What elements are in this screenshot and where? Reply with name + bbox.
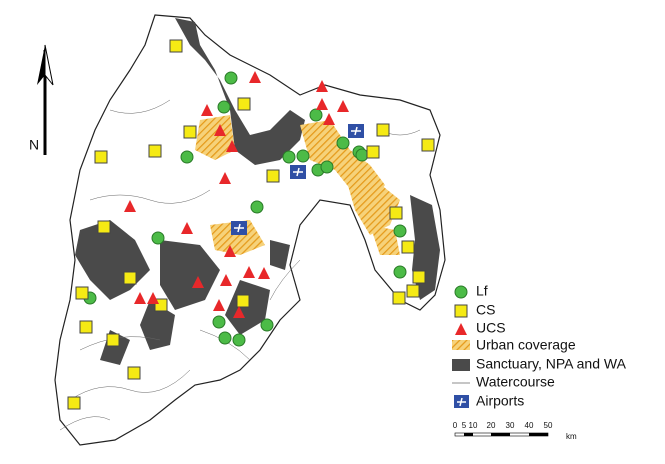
scale-tick-label: 40	[525, 421, 534, 430]
cs-site	[106, 333, 120, 347]
scale-unit: km	[566, 432, 577, 441]
lf-site	[232, 333, 246, 347]
ucs-site	[201, 104, 213, 116]
airport-icon	[234, 223, 244, 233]
lf-site	[218, 331, 232, 345]
cs-site	[392, 291, 406, 305]
legend-label: Sanctuary, NPA and WA	[476, 356, 627, 372]
cs-site	[94, 150, 108, 164]
lf-site	[151, 231, 165, 245]
lf-site	[336, 136, 350, 150]
lf-site	[250, 200, 264, 214]
cs-site	[67, 396, 81, 410]
lf-site	[282, 150, 296, 164]
lf-site	[355, 148, 369, 162]
cs-site	[237, 97, 251, 111]
north-label: N	[29, 137, 39, 153]
cs-site	[127, 366, 141, 380]
lf-site	[393, 224, 407, 238]
cs-site	[266, 169, 280, 183]
cs-site	[75, 286, 89, 300]
ucs-site	[316, 98, 328, 110]
north-arrow: N	[29, 44, 54, 155]
ucs-site	[134, 292, 146, 304]
legend: Lf CS UCS Urban coverage Sanctuary, NPA …	[452, 283, 627, 409]
ucs-site	[224, 245, 236, 257]
scale-tick-label: 30	[506, 421, 515, 430]
ucs-site	[213, 299, 225, 311]
ucs-site	[220, 274, 232, 286]
cs-site	[421, 138, 435, 152]
ucs-site	[233, 306, 245, 318]
ucs-site	[323, 113, 335, 125]
cs-site	[183, 125, 197, 139]
lf-site	[260, 318, 274, 332]
scale-tick-label: 10	[469, 421, 478, 430]
ucs-site	[226, 140, 238, 152]
lf-site	[296, 149, 310, 163]
ucs-site	[124, 200, 136, 212]
cs-site	[97, 220, 111, 234]
ucs-site	[258, 267, 270, 279]
ucs-site	[181, 222, 193, 234]
scale-bar: km 0 5 10 20 30 40 50	[453, 421, 577, 441]
cs-site	[366, 145, 380, 159]
legend-label: UCS	[476, 320, 506, 336]
ucs-site	[192, 276, 204, 288]
cs-site	[406, 284, 420, 298]
lf-site	[224, 71, 238, 85]
cs-site	[389, 206, 403, 220]
scale-tick-label: 0	[453, 421, 458, 430]
ucs-site	[249, 71, 261, 83]
cs-site	[401, 240, 415, 254]
cs-site	[169, 39, 183, 53]
lf-site	[320, 160, 334, 174]
legend-label: Airports	[476, 393, 524, 409]
ucs-site	[316, 80, 328, 92]
legend-label: CS	[476, 302, 495, 318]
airport-icon	[351, 126, 361, 136]
cs-site	[123, 271, 137, 285]
airport-icon	[293, 167, 303, 177]
urban-areas	[195, 115, 400, 255]
legend-label: Lf	[476, 283, 488, 299]
scale-tick-label: 20	[487, 421, 496, 430]
ucs-site	[337, 100, 349, 112]
cs-site	[236, 294, 250, 308]
legend-label: Watercourse	[476, 374, 555, 390]
cs-site	[376, 123, 390, 137]
ucs-site	[219, 172, 231, 184]
lf-site	[393, 265, 407, 279]
protected-areas	[75, 18, 440, 365]
scale-tick-label: 50	[544, 421, 553, 430]
legend-label: Urban coverage	[476, 337, 576, 353]
cs-site	[148, 144, 162, 158]
lf-site	[180, 150, 194, 164]
scale-tick-label: 5	[462, 421, 467, 430]
lf-site	[309, 108, 323, 122]
lf-site	[217, 100, 231, 114]
cs-site	[412, 270, 426, 284]
ucs-site	[147, 292, 159, 304]
cs-site	[79, 320, 93, 334]
ucs-site	[243, 266, 255, 278]
lf-site	[212, 315, 226, 329]
ucs-site	[214, 124, 226, 136]
map-area	[54, 14, 446, 446]
